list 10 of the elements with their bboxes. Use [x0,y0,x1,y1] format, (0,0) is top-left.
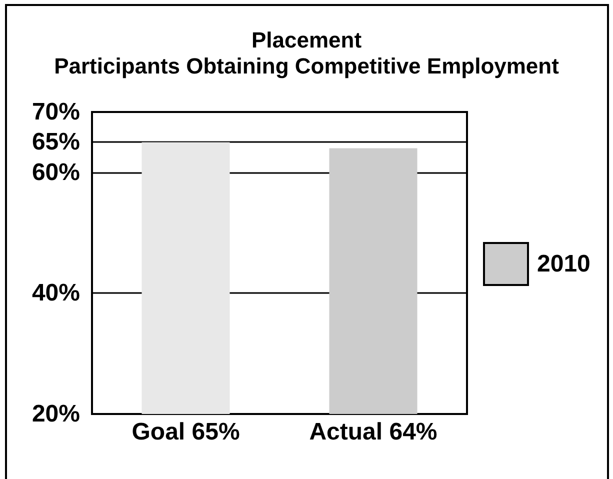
chart-title: Placement [251,28,362,52]
y-tick-label: 20% [32,400,80,428]
y-tick-label: 65% [32,128,80,156]
y-tick-label: 60% [32,158,80,186]
y-tick-label: 70% [32,98,80,126]
x-tick-label: Goal 65% [132,418,240,446]
y-tick-label: 40% [32,280,80,307]
legend-label: 2010 [537,250,590,278]
x-tick-label: Actual 64% [309,418,438,446]
chart-subtitle: Participants Obtaining Competitive Employment [54,54,560,78]
